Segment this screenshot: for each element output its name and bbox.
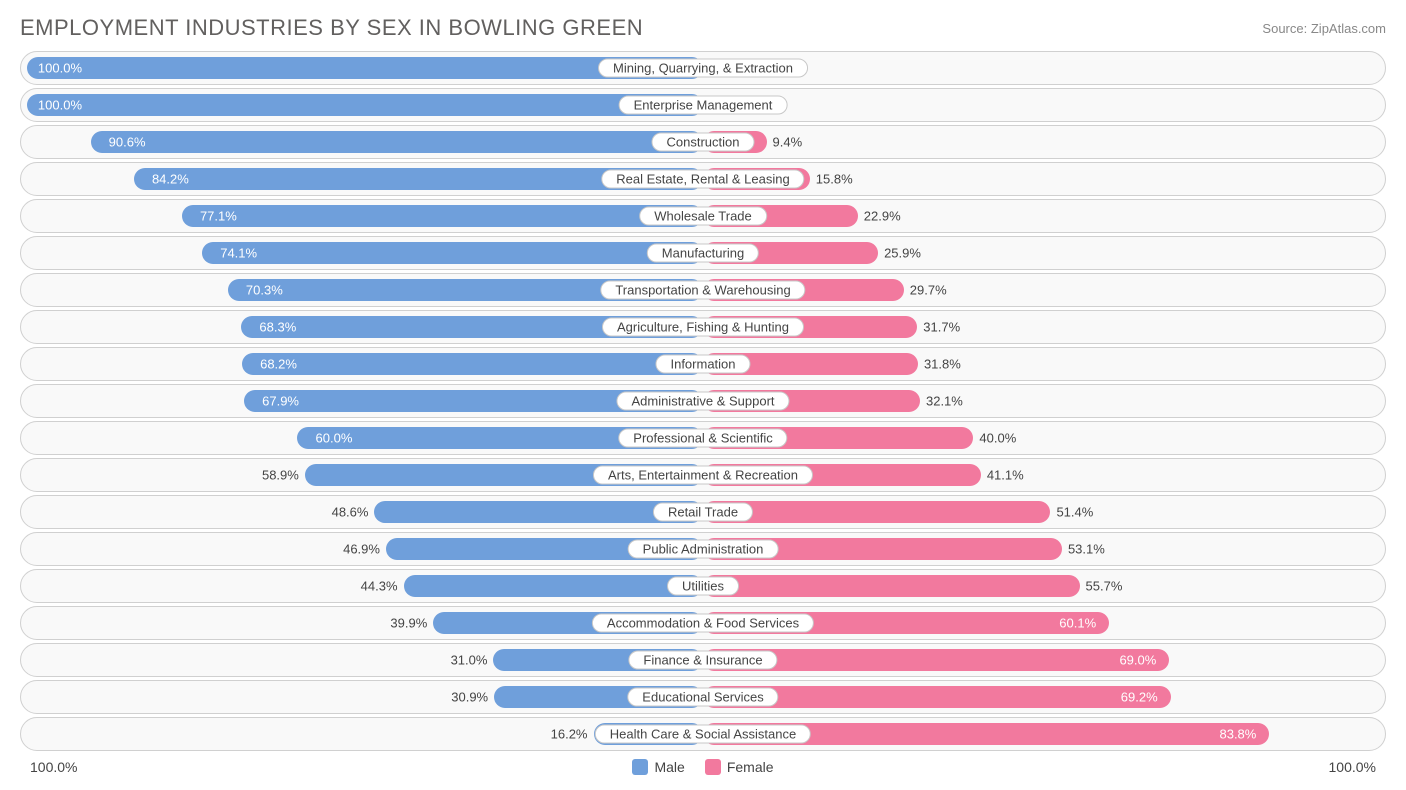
male-pct-label: 68.2% <box>260 357 297 372</box>
female-pct-label: 41.1% <box>987 468 1024 483</box>
legend: Male Female <box>632 759 773 775</box>
source-label: Source: <box>1262 21 1307 36</box>
category-label: Manufacturing <box>647 244 759 263</box>
legend-swatch-male <box>632 759 648 775</box>
chart-row: 31.0% 69.0% Finance & Insurance <box>20 643 1386 677</box>
category-label: Finance & Insurance <box>628 651 777 670</box>
category-label: Public Administration <box>628 540 779 559</box>
female-pct-label: 53.1% <box>1068 542 1105 557</box>
chart-row: 58.9% 41.1% Arts, Entertainment & Recreati… <box>20 458 1386 492</box>
female-pct-label: 25.9% <box>884 246 921 261</box>
category-label: Real Estate, Rental & Leasing <box>601 170 804 189</box>
category-label: Transportation & Warehousing <box>600 281 805 300</box>
chart-row: 44.3% 55.7% Utilities <box>20 569 1386 603</box>
male-pct-label: 46.9% <box>343 542 380 557</box>
male-pct-label: 100.0% <box>38 61 82 76</box>
male-pct-label: 74.1% <box>220 246 257 261</box>
category-label: Agriculture, Fishing & Hunting <box>602 318 804 337</box>
category-label: Information <box>655 355 750 374</box>
female-pct-label: 51.4% <box>1056 505 1093 520</box>
chart-row: 74.1% 25.9% Manufacturing <box>20 236 1386 270</box>
category-label: Enterprise Management <box>619 96 788 115</box>
category-label: Health Care & Social Assistance <box>595 725 811 744</box>
axis-label-right: 100.0% <box>1329 759 1376 775</box>
male-pct-label: 39.9% <box>390 616 427 631</box>
category-label: Administrative & Support <box>616 392 789 411</box>
chart-row: 46.9% 53.1% Public Administration <box>20 532 1386 566</box>
chart-row: 68.3% 31.7% Agriculture, Fishing & Hunting <box>20 310 1386 344</box>
chart-row: 48.6% 51.4% Retail Trade <box>20 495 1386 529</box>
female-pct-label: 31.7% <box>923 320 960 335</box>
female-pct-label: 9.4% <box>773 135 803 150</box>
female-pct-label: 83.8% <box>1219 727 1256 742</box>
bar-female <box>703 501 1050 523</box>
male-pct-label: 30.9% <box>451 690 488 705</box>
chart-row: 60.0% 40.0% Professional & Scientific <box>20 421 1386 455</box>
female-pct-label: 69.2% <box>1121 690 1158 705</box>
chart-row: 100.0%0.0%Mining, Quarrying, & Extractio… <box>20 51 1386 85</box>
category-label: Wholesale Trade <box>639 207 767 226</box>
male-pct-label: 60.0% <box>316 431 353 446</box>
male-pct-label: 58.9% <box>262 468 299 483</box>
bar-male <box>91 131 703 153</box>
male-pct-label: 70.3% <box>246 283 283 298</box>
chart-header: EMPLOYMENT INDUSTRIES BY SEX IN BOWLING … <box>20 15 1386 41</box>
bar-female <box>703 575 1080 597</box>
category-label: Educational Services <box>627 688 778 707</box>
category-label: Retail Trade <box>653 503 753 522</box>
male-pct-label: 68.3% <box>259 320 296 335</box>
chart-title: EMPLOYMENT INDUSTRIES BY SEX IN BOWLING … <box>20 15 643 41</box>
chart-row: 67.9% 32.1% Administrative & Support <box>20 384 1386 418</box>
male-pct-label: 84.2% <box>152 172 189 187</box>
category-label: Construction <box>652 133 755 152</box>
legend-label-female: Female <box>727 759 774 775</box>
male-pct-label: 44.3% <box>361 579 398 594</box>
male-pct-label: 90.6% <box>109 135 146 150</box>
category-label: Accommodation & Food Services <box>592 614 814 633</box>
female-pct-label: 40.0% <box>979 431 1016 446</box>
female-pct-label: 29.7% <box>910 283 947 298</box>
female-pct-label: 60.1% <box>1059 616 1096 631</box>
chart-row: 16.2% 83.8% Health Care & Social Assistanc… <box>20 717 1386 751</box>
male-pct-label: 77.1% <box>200 209 237 224</box>
female-pct-label: 22.9% <box>864 209 901 224</box>
source-attribution: Source: ZipAtlas.com <box>1262 21 1386 36</box>
bar-male <box>202 242 703 264</box>
chart-row: 84.2% 15.8% Real Estate, Rental & Leasing <box>20 162 1386 196</box>
female-pct-label: 32.1% <box>926 394 963 409</box>
male-pct-label: 16.2% <box>551 727 588 742</box>
legend-item-female: Female <box>705 759 774 775</box>
chart-row: 39.9% 60.1% Accommodation & Food Services <box>20 606 1386 640</box>
category-label: Arts, Entertainment & Recreation <box>593 466 813 485</box>
category-label: Mining, Quarrying, & Extraction <box>598 59 808 78</box>
female-pct-label: 15.8% <box>816 172 853 187</box>
chart-row: 68.2% 31.8% Information <box>20 347 1386 381</box>
chart-row: 100.0%0.0%Enterprise Management <box>20 88 1386 122</box>
chart-row: 70.3% 29.7% Transportation & Warehousing <box>20 273 1386 307</box>
legend-swatch-female <box>705 759 721 775</box>
chart-row: 30.9% 69.2% Educational Services <box>20 680 1386 714</box>
legend-item-male: Male <box>632 759 684 775</box>
female-pct-label: 55.7% <box>1086 579 1123 594</box>
male-pct-label: 67.9% <box>262 394 299 409</box>
category-label: Utilities <box>667 577 739 596</box>
male-pct-label: 31.0% <box>451 653 488 668</box>
male-pct-label: 48.6% <box>332 505 369 520</box>
category-label: Professional & Scientific <box>618 429 787 448</box>
bar-male <box>404 575 703 597</box>
legend-label-male: Male <box>654 759 684 775</box>
chart-row: 77.1% 22.9% Wholesale Trade <box>20 199 1386 233</box>
female-pct-label: 69.0% <box>1119 653 1156 668</box>
diverging-bar-chart: 100.0%0.0%Mining, Quarrying, & Extractio… <box>20 51 1386 751</box>
axis-label-left: 100.0% <box>30 759 77 775</box>
source-name: ZipAtlas.com <box>1311 21 1386 36</box>
male-pct-label: 100.0% <box>38 98 82 113</box>
female-pct-label: 31.8% <box>924 357 961 372</box>
bar-male <box>27 94 703 116</box>
chart-row: 90.6% 9.4% Construction <box>20 125 1386 159</box>
chart-footer: 100.0% Male Female 100.0% <box>20 759 1386 775</box>
bar-male <box>182 205 703 227</box>
bar-male <box>242 353 703 375</box>
